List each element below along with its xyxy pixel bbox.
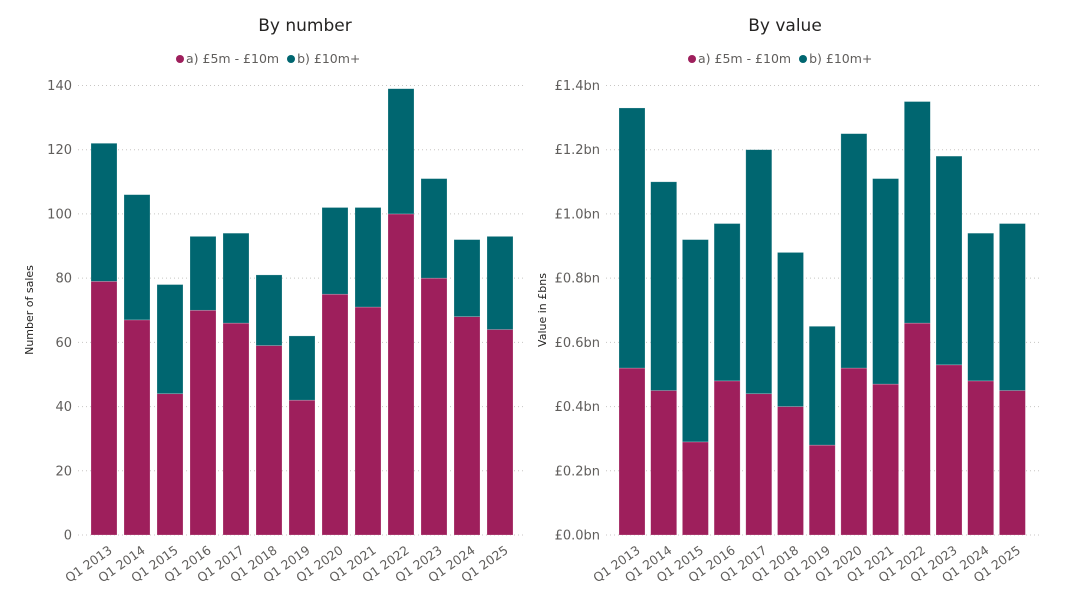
bar-segment-b[interactable]: Q1 2019 — b) £10m+: 0.37: [808, 326, 836, 446]
bar-segment-b[interactable]: Q1 2024 — b) £10m+: 24: [453, 239, 481, 317]
bar-segment-a[interactable]: Q1 2023 — a) £5m - £10m: 0.53: [935, 364, 963, 536]
y-tick-label: £1.4bn: [555, 79, 600, 94]
bar-segment-b[interactable]: Q1 2013 — b) £10m+: 0.81: [618, 107, 646, 369]
y-tick-label: £0.6bn: [555, 336, 600, 351]
bar-segment-a[interactable]: Q1 2025 — a) £5m - £10m: 64: [486, 329, 514, 536]
legend-item-a[interactable]: a) £5m - £10m: [688, 51, 791, 66]
bar-segment-b[interactable]: Q1 2017 — b) £10m+: 0.76: [745, 149, 773, 395]
legend-dot-b-icon: [287, 54, 296, 63]
bar-segment-b[interactable]: Q1 2022 — b) £10m+: 39: [387, 88, 415, 215]
bar-segment-a[interactable]: Q1 2023 — a) £5m - £10m: 80: [420, 277, 448, 536]
bar-segment-a[interactable]: Q1 2013 — a) £5m - £10m: 0.52: [618, 367, 646, 536]
bar-segment-a[interactable]: Q1 2017 — a) £5m - £10m: 66: [222, 322, 250, 536]
bar-segment-b[interactable]: Q1 2014 — b) £10m+: 39: [123, 194, 151, 321]
y-tick-label: £0.8bn: [555, 272, 600, 287]
bar-segment-a[interactable]: Q1 2020 — a) £5m - £10m: 0.52: [840, 367, 868, 536]
y-tick-label: 0: [64, 529, 72, 544]
bar-segment-b[interactable]: Q1 2023 — b) £10m+: 31: [420, 178, 448, 279]
bar-segment-b[interactable]: Q1 2024 — b) £10m+: 0.46: [967, 232, 995, 382]
legend-dot-a-icon: [688, 54, 696, 63]
y-tick-label: £0.0bn: [555, 529, 600, 544]
chart-by-number: 0 20 40 60 80 100 120 140 Number of sales Q1 2013…: [23, 79, 525, 585]
bar-segment-a[interactable]: Q1 2013 — a) £5m - £10m: 79: [90, 281, 118, 536]
bar-segment-b[interactable]: Q1 2020 — b) £10m+: 0.73: [840, 133, 868, 369]
bar-segment-b[interactable]: Q1 2018 — b) £10m+: 0.48: [777, 252, 804, 407]
bar-segment-b[interactable]: Q1 2016 — b) £10m+: 0.49: [713, 223, 741, 382]
y-tick-label: 20: [55, 464, 72, 479]
y-tick-label: 120: [47, 143, 72, 158]
y-axis-label: Value in £bns: [536, 273, 549, 347]
bar-segment-a[interactable]: Q1 2022 — a) £5m - £10m: 100: [387, 213, 415, 536]
y-tick-label: £1.0bn: [555, 207, 600, 222]
y-tick-label: 40: [55, 400, 72, 415]
y-tick-label: 80: [55, 272, 72, 287]
bar-segment-b[interactable]: Q1 2015 — b) £10m+: 34: [156, 284, 184, 395]
y-tick-label: 60: [55, 336, 72, 351]
bar-segment-b[interactable]: Q1 2013 — b) £10m+: 43: [90, 142, 118, 282]
chart-by-value: £0.0bn £0.2bn £0.4bn £0.6bn £0.8bn £1.0bn £1.2…: [536, 79, 1040, 585]
legend-label-a: a) £5m - £10m: [698, 51, 792, 66]
legend-item-a[interactable]: a) £5m - £10m: [176, 51, 279, 66]
y-tick-label: £1.2bn: [555, 143, 600, 158]
chart-title-by-number: By number: [258, 16, 352, 36]
bar-segment-b[interactable]: Q1 2015 — b) £10m+: 0.63: [682, 239, 709, 443]
bar-segment-a[interactable]: Q1 2024 — a) £5m - £10m: 0.48: [967, 380, 995, 536]
chart-title-by-value: By value: [748, 16, 822, 36]
legend-item-b[interactable]: b) £10m+: [287, 51, 360, 66]
legend-by-value: a) £5m - £10m b) £10m+: [688, 51, 876, 66]
bar-segment-b[interactable]: Q1 2018 — b) £10m+: 22: [255, 274, 283, 346]
bar-segment-b[interactable]: Q1 2022 — b) £10m+: 0.69: [903, 101, 931, 324]
legend-label-a: a) £5m - £10m: [186, 51, 280, 66]
bar-segment-a[interactable]: Q1 2018 — a) £5m - £10m: 59: [255, 345, 283, 536]
y-tick-label: 140: [47, 79, 72, 94]
y-tick-label: £0.2bn: [555, 464, 600, 479]
bar-segment-a[interactable]: Q1 2022 — a) £5m - £10m: 0.66: [903, 322, 931, 536]
legend-dot-b-icon: [799, 54, 808, 63]
legend-item-b[interactable]: b) £10m+: [799, 51, 872, 66]
legend-label-b: b) £10m+: [297, 51, 361, 66]
legend-by-number: a) £5m - £10m b) £10m+: [176, 51, 364, 66]
bar-segment-a[interactable]: Q1 2015 — a) £5m - £10m: 44: [156, 393, 184, 536]
bar-segment-a[interactable]: Q1 2025 — a) £5m - £10m: 0.45: [999, 390, 1026, 536]
bar-segment-b[interactable]: Q1 2017 — b) £10m+: 28: [222, 232, 250, 324]
bar-segment-b[interactable]: Q1 2021 — b) £10m+: 0.64: [872, 178, 899, 385]
bar-segment-a[interactable]: Q1 2015 — a) £5m - £10m: 0.29: [682, 441, 709, 536]
bar-segment-b[interactable]: Q1 2025 — b) £10m+: 29: [486, 236, 514, 330]
y-axis-label: Number of sales: [23, 265, 36, 355]
bar-segment-b[interactable]: Q1 2020 — b) £10m+: 27: [321, 207, 349, 295]
bar-segment-a[interactable]: Q1 2020 — a) £5m - £10m: 75: [321, 293, 349, 536]
bar-segment-a[interactable]: Q1 2014 — a) £5m - £10m: 67: [123, 319, 151, 536]
bar-segment-a[interactable]: Q1 2024 — a) £5m - £10m: 68: [453, 316, 481, 536]
bar-segment-a[interactable]: Q1 2016 — a) £5m - £10m: 0.48: [713, 380, 741, 536]
bar-segment-a[interactable]: Q1 2018 — a) £5m - £10m: 0.4: [777, 406, 804, 536]
bar-segment-b[interactable]: Q1 2019 — b) £10m+: 20: [288, 335, 316, 401]
legend-label-b: b) £10m+: [809, 51, 873, 66]
bar-segment-a[interactable]: Q1 2021 — a) £5m - £10m: 0.47: [872, 383, 899, 536]
bar-segment-b[interactable]: Q1 2014 — b) £10m+: 0.65: [650, 181, 678, 391]
bar-segment-a[interactable]: Q1 2021 — a) £5m - £10m: 71: [354, 306, 382, 536]
bar-segment-b[interactable]: Q1 2023 — b) £10m+: 0.65: [935, 155, 963, 366]
bar-segment-b[interactable]: Q1 2016 — b) £10m+: 23: [189, 236, 217, 311]
y-tick-label: £0.4bn: [555, 400, 600, 415]
y-tick-label: 100: [47, 207, 72, 222]
bar-segment-a[interactable]: Q1 2019 — a) £5m - £10m: 0.28: [808, 444, 836, 536]
bar-segment-b[interactable]: Q1 2021 — b) £10m+: 31: [354, 207, 382, 308]
bar-segment-a[interactable]: Q1 2019 — a) £5m - £10m: 42: [288, 399, 316, 536]
bar-segment-a[interactable]: Q1 2017 — a) £5m - £10m: 0.44: [745, 393, 773, 536]
bar-segment-a[interactable]: Q1 2014 — a) £5m - £10m: 0.45: [650, 390, 678, 536]
bar-segment-b[interactable]: Q1 2025 — b) £10m+: 0.52: [999, 223, 1026, 391]
legend-dot-a-icon: [176, 54, 184, 63]
bar-segment-a[interactable]: Q1 2016 — a) £5m - £10m: 70: [189, 309, 217, 536]
